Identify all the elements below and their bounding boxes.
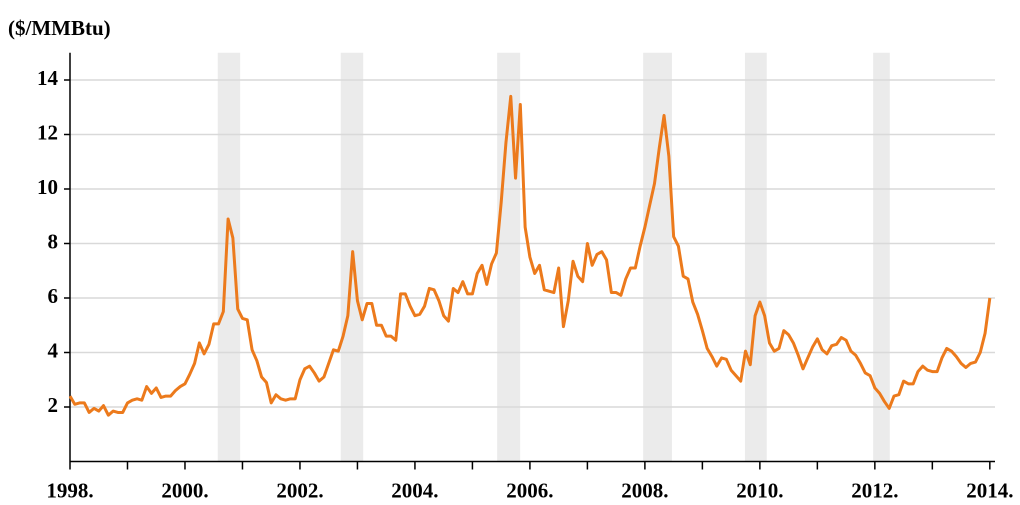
- x-tick-label: 2006.: [506, 478, 553, 502]
- shaded-period: [217, 52, 241, 462]
- x-tick-label: 1998.: [46, 478, 93, 502]
- x-tick-label: 2000.: [161, 478, 208, 502]
- y-tick-label: 6: [48, 284, 59, 308]
- y-tick-label: 8: [48, 229, 59, 253]
- y-tick-label: 2: [48, 393, 59, 417]
- x-tick-label: 2014.: [966, 478, 1013, 502]
- y-tick-label: 10: [37, 175, 58, 199]
- shaded-period: [873, 52, 890, 462]
- x-tick-label: 2004.: [391, 478, 438, 502]
- x-tick-label: 2012.: [851, 478, 898, 502]
- x-tick-label: 2010.: [736, 478, 783, 502]
- y-tick-label: 4: [48, 338, 59, 362]
- shaded-period: [744, 52, 767, 462]
- price-line: [68, 94, 992, 417]
- shaded-period: [643, 52, 672, 462]
- y-tick-label: 14: [37, 66, 59, 90]
- x-tick-label: 2008.: [621, 478, 668, 502]
- x-tick-label: 2002.: [276, 478, 323, 502]
- y-tick-label: 12: [37, 120, 58, 144]
- chart-title: ($/MMBtu): [8, 16, 111, 40]
